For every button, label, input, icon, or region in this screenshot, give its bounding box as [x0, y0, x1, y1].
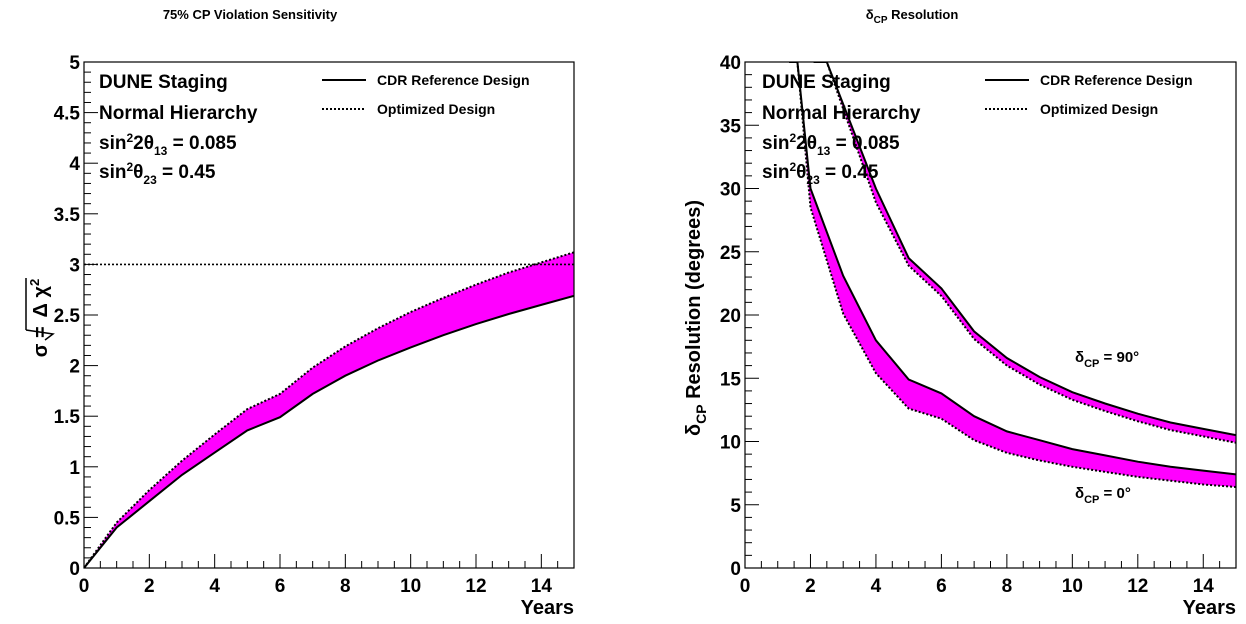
- chart-left-series-layer: [84, 251, 574, 568]
- chart-left-xtick-label: 10: [400, 576, 421, 597]
- chart-right-series-layer: [789, 62, 1236, 488]
- chart-right: δCP Resolution 0 2 4 6 8 10 12 14 0 5 10 15 20 25 30 35…: [683, 7, 1237, 619]
- chart-right-xtick-label: 6: [936, 576, 947, 597]
- chart-right-xtick-label: 8: [1002, 576, 1013, 597]
- chart-left-xtick-label: 2: [144, 576, 155, 597]
- chart-left-ylabel: σ = Δ χ2: [25, 278, 55, 357]
- chart-right-optimized-delta0: [789, 62, 1236, 488]
- chart-right-ytick-label: 15: [720, 369, 742, 390]
- chart-left-band-layer: [84, 252, 574, 568]
- legend-right-cdr-label: CDR Reference Design: [1040, 72, 1193, 88]
- ann-right-theta13: sin22θ13 = 0.085: [762, 131, 900, 158]
- ann-right-theta23: sin2θ23 = 0.45: [762, 160, 879, 187]
- curve-label-delta0: δCP = 0°: [1075, 485, 1131, 506]
- chart-left-ytick-label: 1: [69, 458, 80, 479]
- chart-left-ytick-label: 0.5: [54, 508, 81, 529]
- chart-right-cdr-delta0: [789, 62, 1236, 476]
- chart-left-band: [84, 252, 574, 568]
- chart-left-series-cdr: [84, 294, 574, 568]
- chart-left-xtick-label: 14: [531, 576, 553, 597]
- chart-left-series-optimized: [84, 251, 574, 568]
- chart-left-ytick-label: 2: [69, 357, 80, 378]
- chart-right-ytick-label: 20: [720, 306, 741, 327]
- chart-left-ytick-label: 0: [69, 559, 80, 580]
- chart-right-xtick-label: 4: [871, 576, 882, 597]
- chart-right-ytick-label: 0: [730, 559, 741, 580]
- chart-right-xtick-label: 2: [805, 576, 816, 597]
- chart-left-xtick-label: 12: [465, 576, 486, 597]
- chart-left-title: 75% CP Violation Sensitivity: [163, 7, 338, 22]
- chart-left-xtick-label: 6: [275, 576, 286, 597]
- chart-right-ytick-label: 25: [720, 243, 742, 264]
- chart-right-annotations: DUNE Staging Normal Hierarchy sin22θ13 =…: [762, 72, 921, 187]
- chart-left-xtick-label: 4: [209, 576, 220, 597]
- chart-right-xtick-label: 0: [740, 576, 751, 597]
- chart-right-ytick-label: 5: [730, 496, 741, 517]
- chart-right-title: δCP Resolution: [866, 7, 959, 26]
- chart-right-xtick-label: 12: [1127, 576, 1148, 597]
- chart-left-ytick-label: 4: [69, 154, 80, 175]
- chart-left-xtick-label: 0: [79, 576, 90, 597]
- chart-right-cdr-delta90: [813, 62, 1236, 437]
- ann-left-experiment: DUNE Staging: [99, 72, 228, 93]
- chart-right-ytick-label: 40: [720, 53, 741, 74]
- ann-left-hierarchy: Normal Hierarchy: [99, 103, 258, 124]
- legend-right-optimized-label: Optimized Design: [1040, 101, 1158, 117]
- chart-left-ytick-label: 2.5: [54, 306, 81, 327]
- chart-left-axes: 0 2 4 6 8 10 12 14 0 0.5 1 1.5 2 2.5 3 3.5 4 4.5 5: [54, 53, 575, 597]
- chart-left-ytick-label: 3.5: [54, 205, 81, 226]
- chart-left-ytick-label: 5: [69, 53, 80, 74]
- chart-right-optimized-delta90: [813, 62, 1236, 444]
- ann-right-hierarchy: Normal Hierarchy: [762, 103, 921, 124]
- chart-right-ytick-label: 10: [720, 433, 741, 454]
- svg-text:σ = Δ χ2: σ = Δ χ2: [27, 279, 52, 357]
- curve-label-delta90: δCP = 90°: [1075, 349, 1139, 370]
- chart-left-ytick-label: 3: [69, 255, 80, 276]
- legend-left-cdr-label: CDR Reference Design: [377, 72, 530, 88]
- chart-right-xlabel: Years: [1183, 597, 1236, 619]
- ann-left-theta23: sin2θ23 = 0.45: [99, 160, 216, 187]
- chart-right-ytick-label: 35: [720, 116, 742, 137]
- chart-right-band-delta0: [789, 62, 1236, 487]
- chart-left-ytick-label: 1.5: [54, 407, 81, 428]
- chart-left-xtick-label: 8: [340, 576, 351, 597]
- chart-right-xtick-label: 10: [1062, 576, 1083, 597]
- chart-right-frame: [744, 61, 1237, 569]
- legend-left-optimized-label: Optimized Design: [377, 101, 495, 117]
- ann-right-experiment: DUNE Staging: [762, 72, 891, 93]
- ann-left-theta13: sin22θ13 = 0.085: [99, 131, 237, 158]
- chart-left-xlabel: Years: [521, 597, 574, 619]
- chart-left-ytick-label: 4.5: [54, 104, 81, 125]
- chart-right-axes: 0 2 4 6 8 10 12 14 0 5 10 15 20 25 30 35 40: [720, 53, 1237, 597]
- chart-right-ytick-label: 30: [720, 180, 741, 201]
- chart-right-legend: CDR Reference Design Optimized Design: [985, 72, 1193, 117]
- chart-right-ylabel: δCP Resolution (degrees): [683, 200, 709, 436]
- chart-left: 75% CP Violation Sensitivity 0 2 4 6 8 10 12 14…: [25, 7, 575, 619]
- chart-left-legend: CDR Reference Design Optimized Design: [322, 72, 530, 117]
- chart-right-band-layer: [789, 62, 1236, 487]
- chart-right-xtick-label: 14: [1193, 576, 1215, 597]
- chart-left-annotations: DUNE Staging Normal Hierarchy sin22θ13 =…: [99, 72, 258, 187]
